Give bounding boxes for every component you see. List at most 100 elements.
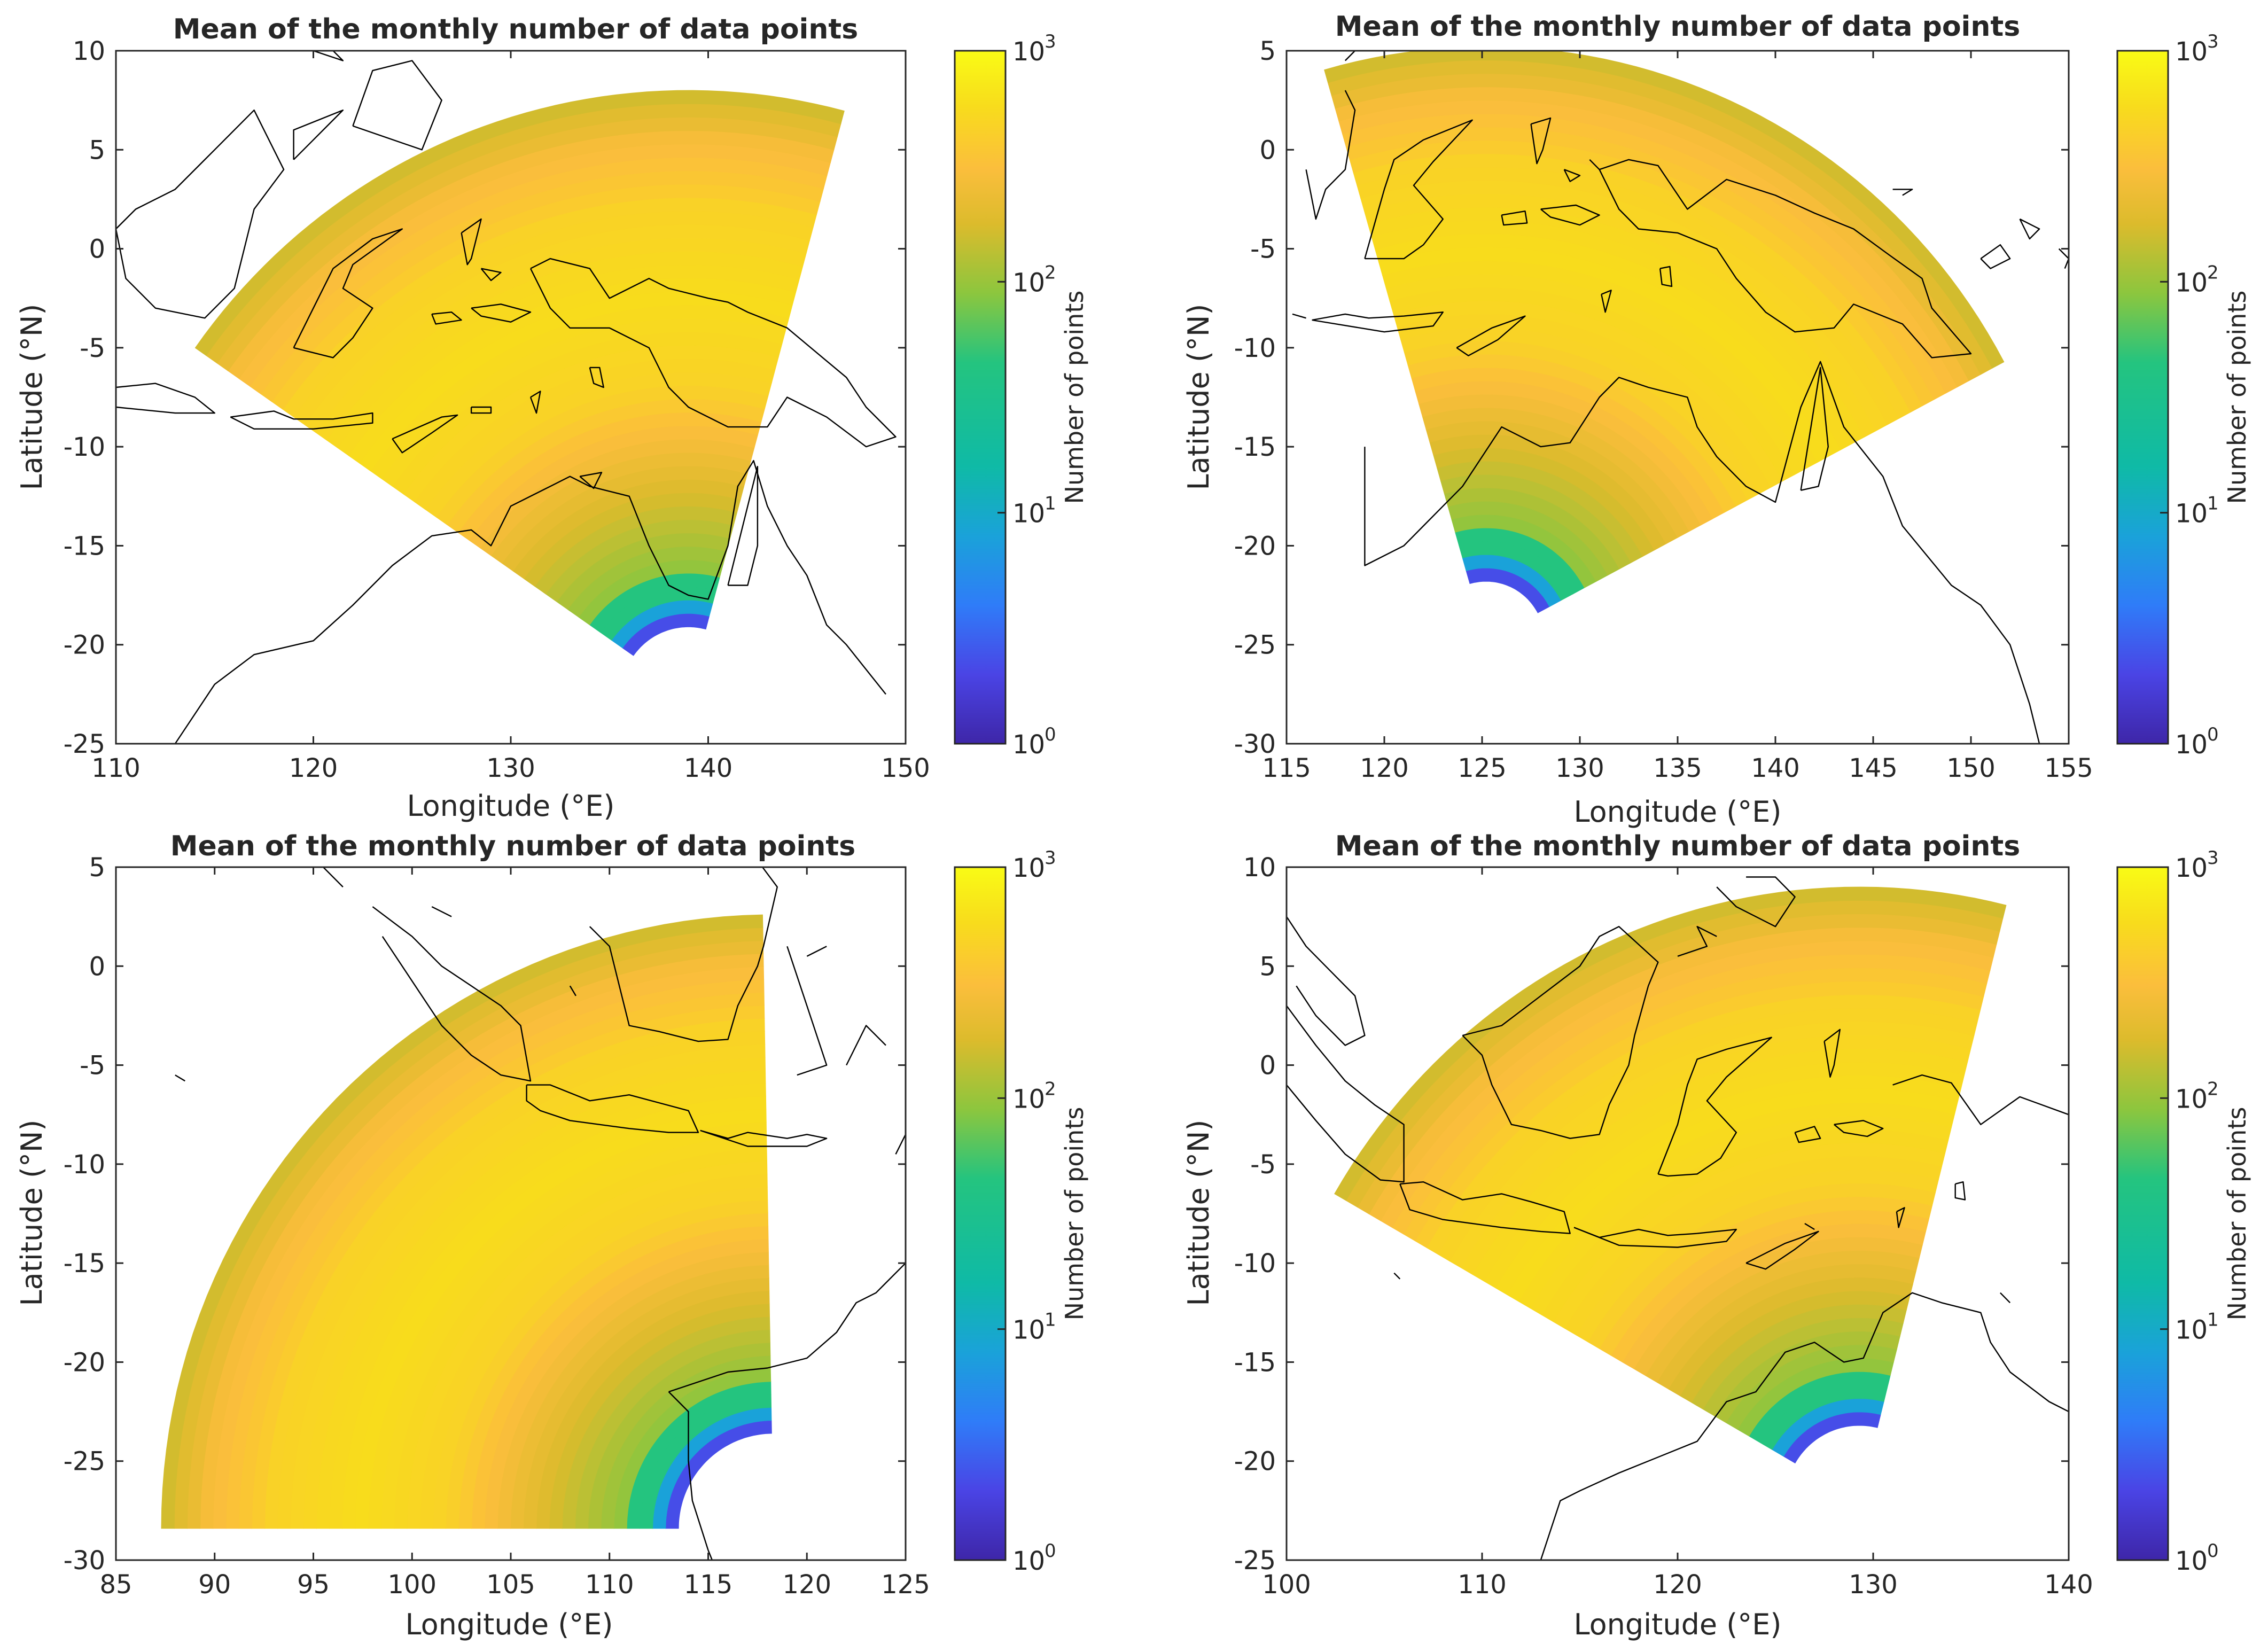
- panel-bottom-right: Mean of the monthly number of data point…: [1182, 830, 2251, 1641]
- coastline: [1501, 211, 1528, 226]
- x-tick-label: 130: [1555, 753, 1604, 783]
- coastline: [526, 1084, 699, 1133]
- y-axis-ticks: 10 5 0 -5 -10 -15 -20 -25: [1234, 853, 2069, 1576]
- y-tick-label: 0: [89, 952, 105, 981]
- y-tick-label: -10: [1234, 1249, 1276, 1279]
- coastline: [668, 1391, 709, 1550]
- coastline: [846, 1025, 886, 1066]
- coastline: [1800, 367, 1829, 491]
- coastline: [1399, 1181, 1571, 1234]
- y-tick-label: 5: [89, 853, 105, 883]
- y-tick-label: 0: [89, 235, 105, 264]
- y-tick-label: -25: [1234, 630, 1276, 660]
- x-tick-label: 120: [782, 1570, 831, 1600]
- x-tick-label: 110: [91, 753, 141, 783]
- y-tick-label: 5: [1259, 952, 1276, 981]
- x-tick-label: 115: [684, 1570, 733, 1600]
- x-axis-label: Longitude (°E): [1574, 1608, 1782, 1641]
- x-axis-ticks: 85 90 95 100 105 110 115 120 125: [99, 867, 930, 1600]
- coastline: [1892, 189, 1913, 196]
- colorbar-tick-label: 10: [2175, 268, 2208, 298]
- coastline: [230, 410, 373, 430]
- coastline: [1657, 1037, 1772, 1177]
- coastline: [1540, 1292, 2069, 1560]
- colorbar-gradient: [954, 50, 1007, 745]
- coastline: [589, 367, 604, 388]
- colorbar-tick-exponent: 2: [2207, 262, 2219, 283]
- coastline: [116, 383, 215, 414]
- coastline: [480, 268, 502, 282]
- y-tick-label: -15: [64, 1249, 105, 1279]
- coastline-outlines: [1292, 51, 2069, 744]
- coastline: [1745, 1230, 1819, 1270]
- coastline: [668, 1263, 906, 1393]
- coastline: [323, 867, 344, 887]
- coastline: [806, 946, 827, 957]
- colorbar-tick-label: 10: [1012, 1546, 1045, 1576]
- coastline: [529, 258, 897, 448]
- y-tick-label: 10: [73, 36, 105, 66]
- x-tick-label: 95: [297, 1570, 330, 1600]
- y-axis-ticks: 10 5 0 -5 -10 -15 -20 -25: [64, 36, 906, 759]
- coastline: [1292, 313, 1306, 319]
- colorbar-tick-exponent: 3: [2207, 847, 2219, 869]
- map-plot-area: 85 90 95 100 105 110 115 120 125 5 0 -5 -10 -15 -20 -2…: [64, 853, 930, 1600]
- x-tick-label: 130: [486, 753, 535, 783]
- x-tick-label: 125: [1458, 753, 1507, 783]
- colorbar-gradient: [2116, 866, 2169, 1561]
- coastline-outlines: [175, 867, 906, 1560]
- colorbar-tick-label: 10: [1012, 730, 1045, 760]
- coastline: [579, 472, 603, 489]
- x-axis-label: Longitude (°E): [1574, 795, 1782, 829]
- colorbar-tick-label: 10: [1012, 37, 1045, 67]
- y-tick-label: -5: [1250, 235, 1276, 264]
- coastline: [313, 51, 344, 61]
- coverage-band: [1334, 886, 2007, 1201]
- x-tick-label: 140: [684, 753, 733, 783]
- colorbar-tick-label: 10: [2175, 1084, 2208, 1114]
- coastline: [2000, 1292, 2011, 1304]
- colorbar-label: Number of points: [1060, 1107, 1089, 1321]
- y-axis-ticks: 5 0 -5 -10 -15 -20 -25 -30: [64, 853, 906, 1576]
- coastline: [1589, 159, 1600, 170]
- y-tick-label: -5: [1250, 1150, 1276, 1180]
- colorbar-tick-exponent: 0: [2207, 724, 2219, 745]
- map-plot-area: 100 110 120 130 140 10 5 0 -5 -10 -15 -20 -25: [1234, 853, 2093, 1600]
- x-tick-label: 105: [486, 1570, 535, 1600]
- colorbar-tick-exponent: 3: [1045, 31, 1056, 52]
- coastline: [431, 906, 452, 917]
- y-axis-label: Latitude (°N): [1182, 304, 1215, 490]
- x-tick-label: 120: [1360, 753, 1409, 783]
- x-tick-label: 110: [585, 1570, 634, 1600]
- y-tick-label: -15: [1234, 432, 1276, 462]
- colorbar-tick-exponent: 1: [2207, 1310, 2219, 1331]
- x-tick-label: 115: [1262, 753, 1311, 783]
- x-tick-label: 145: [1849, 753, 1898, 783]
- colorbar-tick-exponent: 3: [2207, 31, 2219, 52]
- coastline: [1364, 361, 2040, 744]
- coastline: [470, 406, 492, 414]
- x-tick-label: 100: [1262, 1570, 1311, 1600]
- coastline: [700, 1129, 828, 1147]
- colorbar-gradient: [954, 866, 1007, 1561]
- y-tick-label: 10: [1243, 853, 1276, 883]
- coastline: [1823, 1028, 1841, 1078]
- coastline: [1892, 1074, 2069, 1125]
- x-tick-label: 140: [1751, 753, 1800, 783]
- y-axis-ticks: 5 0 -5 -10 -15 -20 -25 -30: [1234, 36, 2069, 759]
- coastline: [1563, 169, 1581, 182]
- colorbar-tick-exponent: 0: [1045, 1540, 1056, 1562]
- y-axis-label: Latitude (°N): [15, 1120, 49, 1306]
- y-tick-label: 5: [89, 135, 105, 165]
- coastline: [1804, 1222, 1815, 1230]
- coastline: [727, 466, 759, 586]
- colorbar-label: Number of points: [2223, 291, 2251, 504]
- colorbar-tick-label: 10: [1012, 1084, 1045, 1114]
- x-tick-label: 85: [99, 1570, 132, 1600]
- x-tick-label: 100: [387, 1570, 437, 1600]
- coastline: [431, 311, 462, 325]
